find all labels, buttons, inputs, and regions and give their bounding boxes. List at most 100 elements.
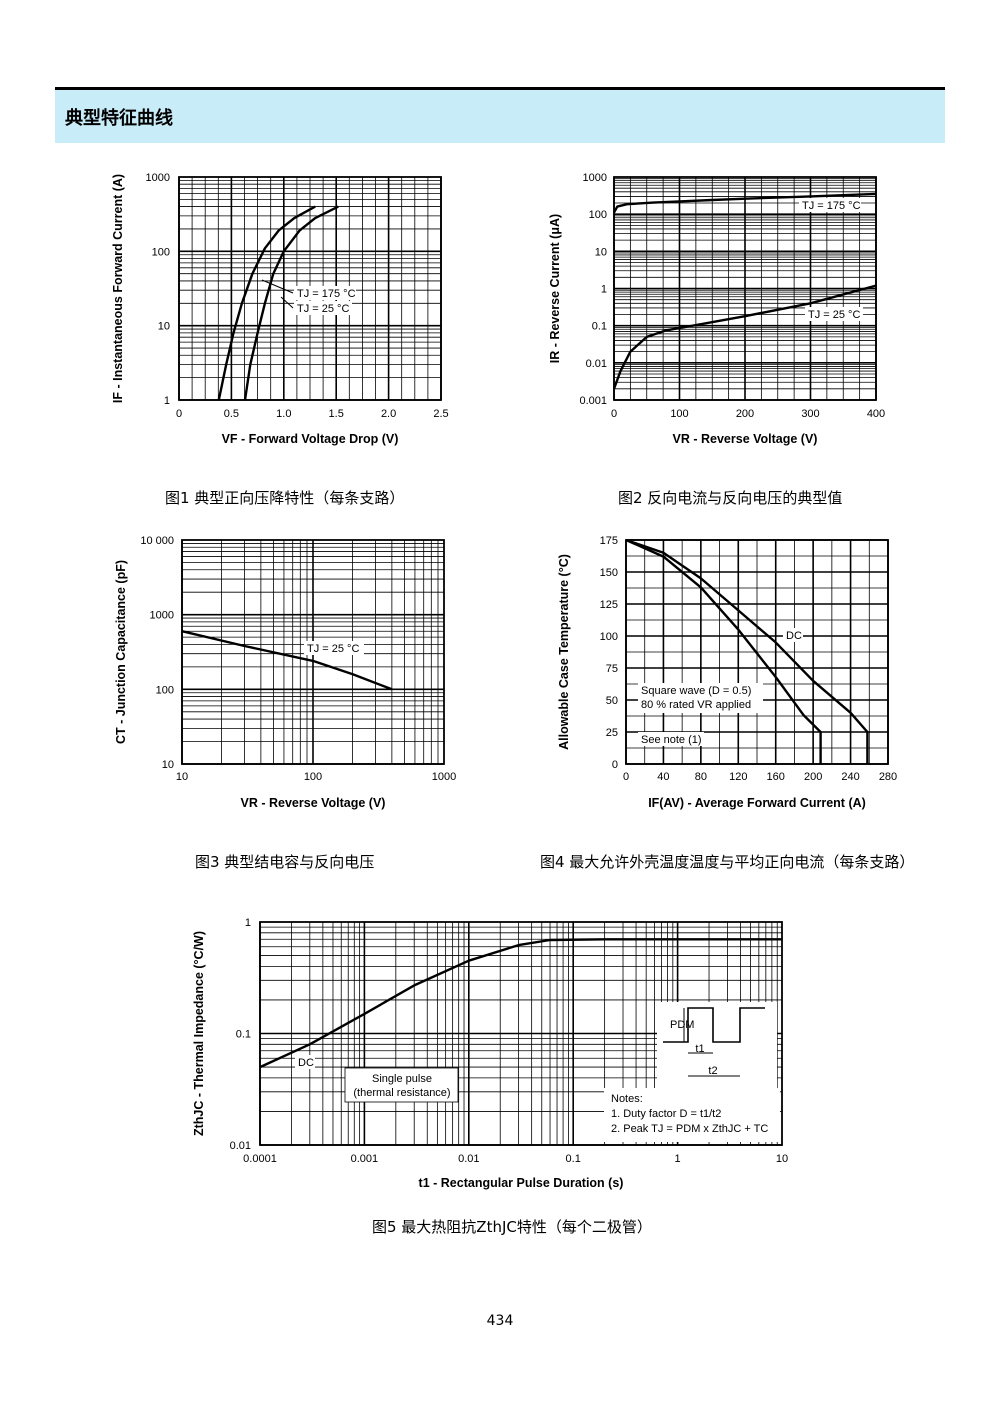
series-line	[612, 192, 877, 214]
label-bg	[799, 198, 861, 212]
y-tick-label: 150	[600, 567, 618, 579]
caption-fig4: 图4 最大允许外壳温度温度与平均正向电流（每条支路）	[540, 853, 915, 871]
x-tick-label: 240	[841, 771, 859, 783]
y-axis-label: CT - Junction Capacitance (pF)	[114, 560, 128, 744]
x-tick-label: 40	[657, 771, 669, 783]
annotation-label: t1	[695, 1043, 704, 1055]
y-tick-label: 10	[162, 759, 174, 771]
x-tick-label: 0	[611, 408, 617, 420]
x-tick-label: 1.0	[276, 408, 291, 420]
x-axis-label: IF(AV) - Average Forward Current (A)	[648, 796, 866, 810]
series-line	[612, 284, 877, 390]
y-tick-label: 1	[601, 284, 607, 296]
y-tick-label: 100	[156, 684, 174, 696]
y-tick-label: 1000	[583, 172, 607, 184]
chart-fig5: 0.0001 0.001 0.01 0.1 1 10 0.01 0.1 1 t1 - Rectan…	[192, 917, 788, 1190]
x-tick-label: 10	[776, 1153, 788, 1165]
annotation-label: 1. Duty factor D = t1/t2	[611, 1108, 721, 1120]
y-tick-label: 25	[606, 727, 618, 739]
annotation-label: t2	[708, 1065, 717, 1077]
label-bg	[638, 732, 704, 746]
label-bg	[294, 286, 356, 300]
chart-fig4: 0 40 80 120 160 200 240 280 0 25 50 75 100 125 150 175 I…	[557, 535, 897, 810]
label-bg	[783, 628, 803, 642]
y-tick-label: 125	[600, 599, 618, 611]
caption-fig3: 图3 典型结电容与反向电压	[195, 853, 375, 871]
y-tick-label: 1000	[150, 610, 174, 622]
x-tick-label: 0.5	[224, 408, 239, 420]
section-title: 典型特征曲线	[65, 108, 173, 129]
leader-line	[261, 279, 294, 294]
x-tick-label: 100	[304, 771, 322, 783]
x-tick-label: 1000	[432, 771, 456, 783]
leader-line	[280, 296, 294, 309]
series-line	[259, 938, 782, 1069]
x-tick-label: 0	[623, 771, 629, 783]
y-tick-label: 0	[612, 759, 618, 771]
label-box	[344, 1067, 459, 1103]
x-tick-label: 0.001	[351, 1153, 379, 1165]
y-tick-label: 0.01	[586, 358, 607, 370]
annotation-label: 80 % rated VR applied	[641, 699, 751, 711]
plot-frame	[259, 921, 783, 1146]
x-tick-label: 0	[176, 408, 182, 420]
annotation-label: TJ = 175 °C	[297, 288, 356, 300]
pulse-diagram-bg	[657, 1002, 777, 1088]
annotation-label: TJ = 25 °C	[808, 309, 860, 321]
x-tick-label: 280	[879, 771, 897, 783]
series-line	[243, 205, 339, 401]
y-tick-label: 1000	[146, 172, 170, 184]
label-bg	[304, 641, 364, 655]
y-tick-label: 1	[245, 917, 251, 929]
x-tick-label: 1	[675, 1153, 681, 1165]
section-header: 典型特征曲线	[55, 90, 945, 143]
annotation-label: TJ = 25 °C	[307, 643, 359, 655]
x-tick-label: 160	[767, 771, 785, 783]
y-axis-label: ZthJC - Thermal Impedance (°C/W)	[192, 931, 206, 1136]
x-axis-label: VR - Reverse Voltage (V)	[673, 432, 818, 446]
annotation-label: Single pulse	[372, 1073, 432, 1085]
x-tick-label: 0.0001	[243, 1153, 277, 1165]
x-tick-label: 200	[736, 408, 754, 420]
label-bg	[295, 1055, 315, 1069]
x-axis-label: VF - Forward Voltage Drop (V)	[222, 432, 399, 446]
x-tick-label: 400	[867, 408, 885, 420]
caption-fig1: 图1 典型正向压降特性（每条支路）	[165, 489, 405, 507]
y-tick-label: 0.01	[230, 1140, 251, 1152]
x-tick-label: 0.01	[458, 1153, 479, 1165]
caption-fig5: 图5 最大热阻抗ZthJC特性（每个二极管）	[372, 1218, 652, 1236]
series-line	[181, 630, 393, 691]
x-tick-label: 100	[670, 408, 688, 420]
label-bg	[638, 683, 763, 713]
annotation-label: Square wave (D = 0.5)	[641, 685, 751, 697]
x-tick-label: 10	[176, 771, 188, 783]
plot-frame	[181, 539, 445, 765]
x-tick-label: 80	[695, 771, 707, 783]
annotation-label: DC	[786, 630, 802, 642]
y-tick-label: 1	[164, 395, 170, 407]
chart-fig1: 0 0.5 1.0 1.5 2.0 2.5 1 10 100 1000 VF - Forward V…	[111, 172, 449, 446]
notes-box	[604, 1088, 780, 1142]
y-axis-label: Allowable Case Temperature (°C)	[557, 554, 571, 750]
y-tick-label: 75	[606, 663, 618, 675]
page-number: 434	[486, 1313, 514, 1329]
y-tick-label: 0.1	[236, 1029, 251, 1041]
annotation-label: See note (1)	[641, 734, 702, 746]
y-tick-label: 10	[158, 321, 170, 333]
annotation-label: TJ = 175 °C	[802, 200, 861, 212]
label-bg	[294, 301, 352, 315]
header-rule	[55, 87, 945, 90]
x-tick-label: 2.5	[433, 408, 448, 420]
x-tick-label: 1.5	[329, 408, 344, 420]
plot-frame	[625, 539, 889, 765]
label-bg	[805, 307, 863, 321]
annotation-label: DC	[298, 1057, 314, 1069]
x-tick-label: 300	[801, 408, 819, 420]
y-tick-label: 100	[600, 631, 618, 643]
y-tick-label: 100	[589, 209, 607, 221]
pulse-waveform	[663, 1007, 765, 1043]
y-tick-label: 100	[152, 246, 170, 258]
y-axis-label: IR - Reverse Current (μA)	[548, 214, 562, 363]
annotation-label: Notes:	[611, 1093, 643, 1105]
